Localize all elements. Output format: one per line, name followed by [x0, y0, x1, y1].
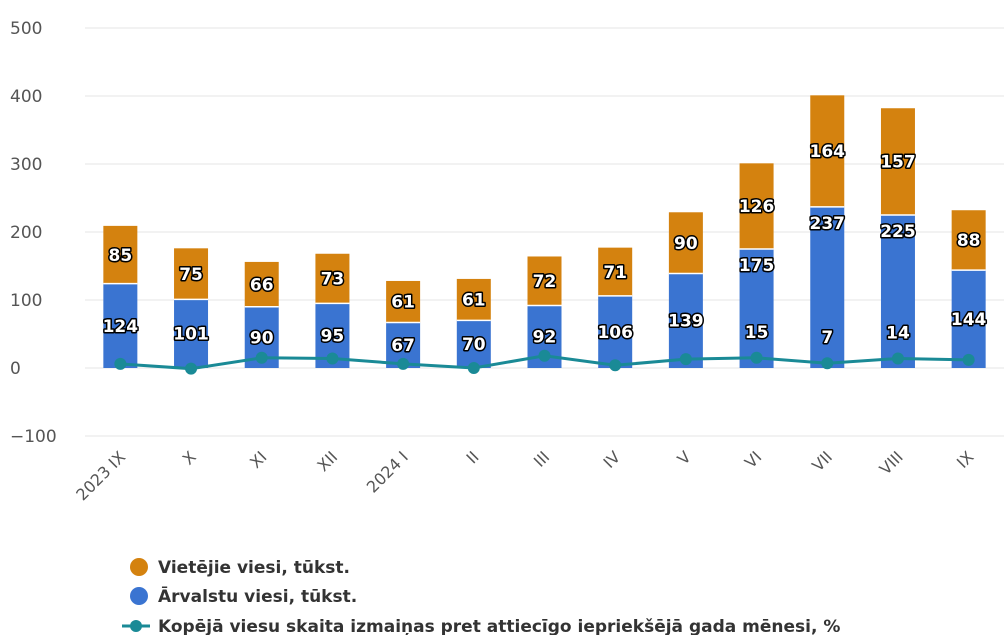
data-label-foreign: 225	[880, 222, 916, 242]
data-label-foreign: 124	[103, 317, 139, 337]
bar-foreign[interactable]	[951, 270, 986, 368]
y-tick-label: 100	[10, 291, 42, 311]
x-category-label: XI	[246, 447, 271, 472]
bar-foreign[interactable]	[880, 215, 915, 368]
y-tick-label: 300	[10, 155, 42, 175]
data-label-domestic: 61	[462, 291, 486, 311]
y-tick-label: 0	[10, 359, 21, 379]
legend: Vietējie viesi, tūkst. Ārvalstu viesi, t…	[122, 558, 840, 635]
x-category-label: 2023 IX	[72, 447, 129, 504]
legend-label-domestic[interactable]: Vietējie viesi, tūkst.	[158, 558, 350, 578]
gridlines	[85, 27, 1004, 437]
line-point[interactable]	[962, 353, 975, 366]
x-category-label: V	[674, 447, 695, 468]
line-point[interactable]	[609, 359, 622, 372]
data-label-foreign: 175	[739, 256, 775, 276]
line-point[interactable]	[114, 357, 127, 370]
data-label-foreign: 95	[321, 327, 345, 347]
bar-domestic[interactable]	[315, 253, 350, 304]
bar-foreign[interactable]	[103, 283, 138, 368]
x-category-label: VI	[741, 447, 766, 472]
line-point[interactable]	[397, 357, 410, 370]
bar-domestic[interactable]	[174, 248, 209, 300]
data-label-foreign: 90	[250, 328, 274, 348]
data-label-domestic: 71	[603, 263, 627, 283]
x-category-label: IV	[600, 447, 625, 472]
bar-domestic[interactable]	[951, 210, 986, 271]
bar-domestic[interactable]	[810, 95, 845, 207]
bar-domestic[interactable]	[456, 278, 491, 321]
legend-marker-foreign	[130, 587, 148, 605]
bar-domestic[interactable]	[386, 280, 421, 323]
x-category-label: 2024 I	[363, 447, 412, 496]
line-point[interactable]	[538, 349, 551, 362]
data-label-foreign: 144	[951, 310, 987, 330]
data-label-foreign: 106	[597, 323, 633, 343]
data-label-foreign: 101	[173, 325, 209, 345]
line-series	[114, 349, 975, 375]
data-label-domestic: 164	[810, 142, 846, 162]
data-label-domestic: 73	[321, 270, 345, 290]
bar-domestic[interactable]	[668, 212, 703, 274]
data-label-foreign: 237	[810, 214, 846, 234]
legend-marker-domestic	[130, 558, 148, 576]
x-category-label: VII	[808, 447, 836, 475]
data-label-foreign: 139	[668, 312, 704, 332]
data-label-change: 7	[821, 328, 833, 348]
bar-foreign[interactable]	[739, 249, 774, 368]
data-label-domestic: 88	[957, 231, 981, 251]
bar-domestic[interactable]	[103, 225, 138, 284]
y-tick-label: −100	[10, 427, 57, 447]
line-point[interactable]	[467, 362, 480, 374]
bar-foreign[interactable]	[810, 206, 845, 368]
bar-foreign[interactable]	[174, 299, 209, 368]
line-point[interactable]	[679, 353, 692, 366]
data-labels: 85 124 75 101 66 90 73 95 61 67 61 70 72 92 71 106 90 139…	[101, 141, 988, 358]
legend-label-foreign[interactable]: Ārvalstu viesi, tūkst.	[158, 585, 357, 607]
line-point[interactable]	[750, 351, 763, 364]
y-tick-label: 200	[10, 223, 42, 243]
data-label-foreign: 67	[391, 336, 415, 356]
bar-domestic[interactable]	[598, 247, 633, 296]
y-tick-label: 400	[10, 87, 42, 107]
x-category-label: VIII	[876, 447, 907, 478]
bar-foreign[interactable]	[668, 273, 703, 368]
data-label-domestic: 85	[109, 246, 133, 266]
y-axis-tick-labels: −100 0 100 200 300 400 500	[10, 19, 57, 447]
data-label-domestic: 90	[674, 234, 698, 254]
line-point[interactable]	[891, 352, 904, 365]
x-category-label: II	[463, 447, 483, 467]
data-label-domestic: 157	[880, 153, 916, 173]
x-category-label: III	[530, 447, 553, 470]
bar-domestic[interactable]	[244, 261, 279, 307]
y-tick-label: 500	[10, 19, 42, 39]
line-point[interactable]	[821, 357, 834, 370]
bar-foreign[interactable]	[456, 320, 491, 368]
data-label-domestic: 61	[391, 293, 415, 313]
data-label-domestic: 75	[179, 265, 203, 285]
legend-marker-line-dot	[130, 620, 142, 632]
legend-label-change[interactable]: Kopējā viesu skaita izmaiņas pret attiec…	[158, 617, 840, 635]
line-point[interactable]	[255, 351, 268, 364]
data-label-change: 15	[745, 323, 769, 343]
data-label-foreign: 92	[533, 328, 557, 348]
bar-domestic[interactable]	[527, 256, 562, 306]
data-label-domestic: 66	[250, 275, 274, 295]
line-point[interactable]	[185, 362, 198, 375]
data-label-change: 14	[886, 323, 910, 343]
x-category-label: XII	[313, 447, 341, 475]
bar-domestic[interactable]	[739, 163, 774, 249]
x-category-label: IX	[953, 447, 978, 472]
x-category-label: X	[179, 447, 200, 468]
line-point[interactable]	[326, 352, 339, 365]
data-label-foreign: 70	[462, 335, 486, 355]
bar-domestic[interactable]	[880, 108, 915, 215]
x-axis-category-labels: 2023 IX X XI XII 2024 I II III IV V VI VII VIII IX	[72, 447, 977, 504]
bar-foreign[interactable]	[598, 295, 633, 368]
data-label-domestic: 72	[533, 272, 557, 292]
data-label-domestic: 126	[739, 197, 775, 217]
